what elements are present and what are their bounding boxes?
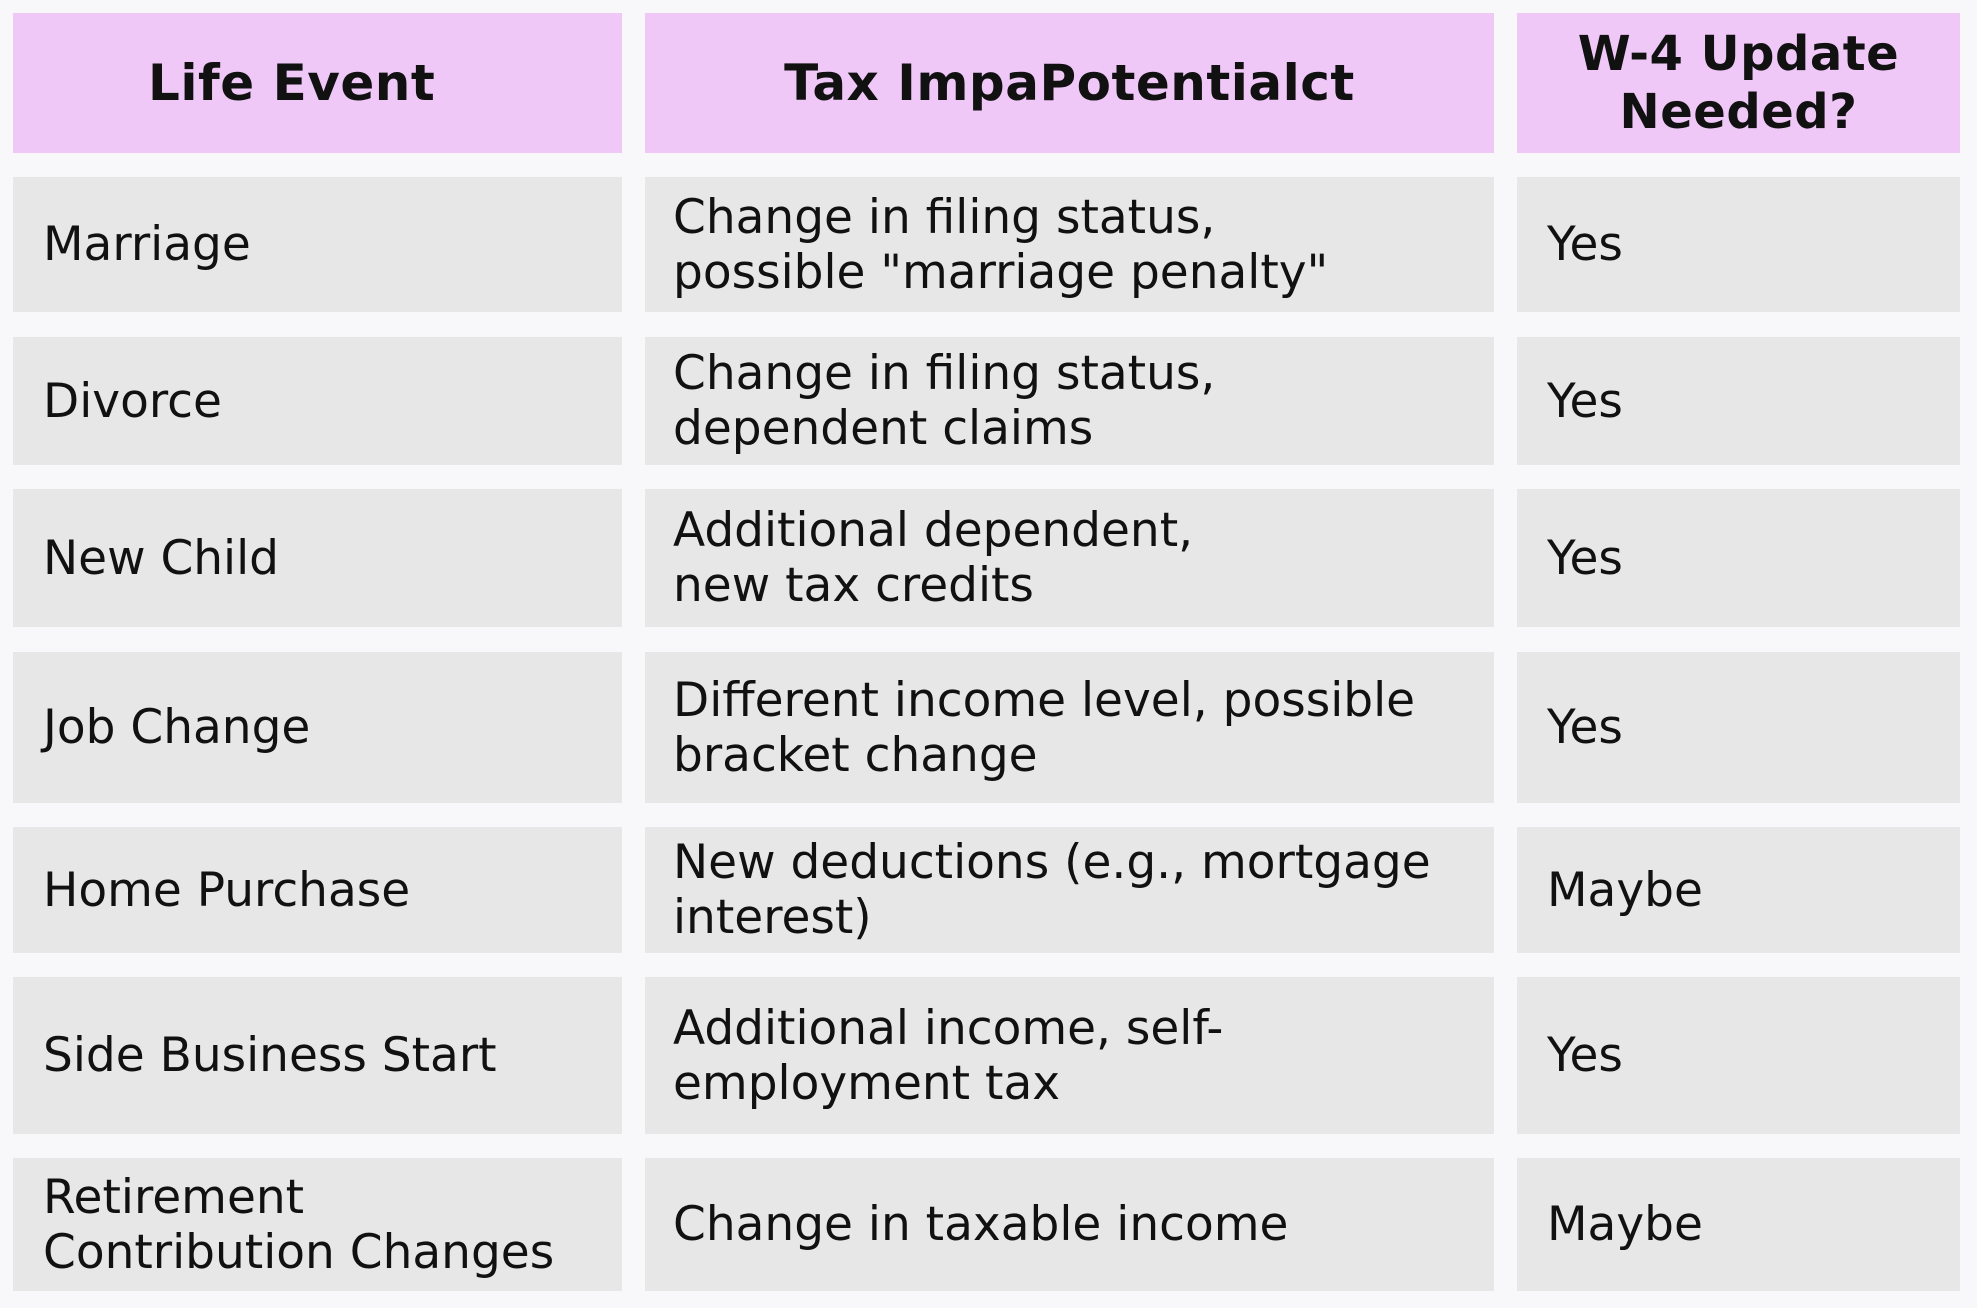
event-cell: Retirement Contribution Changes bbox=[13, 1158, 622, 1291]
update-cell: Yes bbox=[1517, 652, 1960, 803]
impact-cell: Change in taxable income bbox=[645, 1158, 1494, 1291]
update-cell: Maybe bbox=[1517, 1158, 1960, 1291]
header-w4-update: W-4 Update Needed? bbox=[1517, 13, 1960, 153]
update-cell: Yes bbox=[1517, 489, 1960, 627]
event-cell: Home Purchase bbox=[13, 827, 622, 953]
impact-cell: Change in filing status, dependent claim… bbox=[645, 337, 1494, 465]
impact-cell: Change in filing status, possible "marri… bbox=[645, 177, 1494, 312]
event-cell: Side Business Start bbox=[13, 977, 622, 1134]
event-cell: Marriage bbox=[13, 177, 622, 312]
impact-cell: Additional income, self- employment tax bbox=[645, 977, 1494, 1134]
impact-cell: Different income level, possible bracket… bbox=[645, 652, 1494, 803]
event-cell: Job Change bbox=[13, 652, 622, 803]
impact-cell: Additional dependent, new tax credits bbox=[645, 489, 1494, 627]
update-cell: Yes bbox=[1517, 337, 1960, 465]
update-cell: Yes bbox=[1517, 977, 1960, 1134]
event-cell: New Child bbox=[13, 489, 622, 627]
update-cell: Yes bbox=[1517, 177, 1960, 312]
impact-cell: New deductions (e.g., mortgage interest) bbox=[645, 827, 1494, 953]
header-life-event: Life Event bbox=[13, 13, 622, 153]
update-cell: Maybe bbox=[1517, 827, 1960, 953]
event-cell: Divorce bbox=[13, 337, 622, 465]
life-events-tax-table: Life Event Tax ImpaPotentialct W-4 Updat… bbox=[13, 13, 1960, 153]
header-tax-impact: Tax ImpaPotentialct bbox=[645, 13, 1494, 153]
